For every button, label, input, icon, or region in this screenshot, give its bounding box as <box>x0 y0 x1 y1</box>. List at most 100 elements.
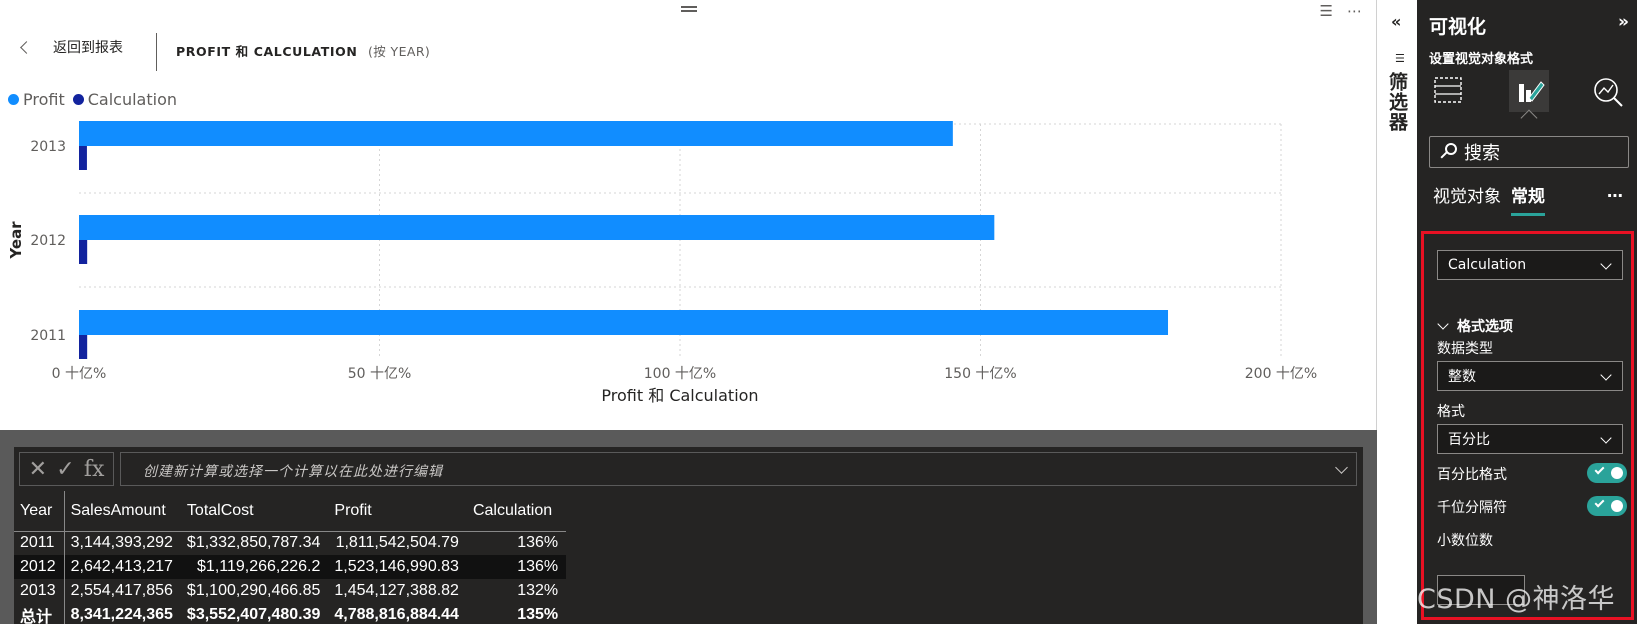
legend-item-calculation[interactable]: Calculation <box>72 90 177 109</box>
bar-chart: 0 十亿% 50 十亿% 100 十亿% 150 十亿% 200 十亿% 2013 2012… <box>7 121 1317 405</box>
format-visual-tab[interactable] <box>1509 70 1549 112</box>
table-cell: 2012 <box>14 555 65 579</box>
commit-formula-icon[interactable]: ✓ <box>56 456 75 482</box>
analytics-tab[interactable] <box>1589 70 1629 112</box>
column-header[interactable]: TotalCost <box>180 491 329 532</box>
back-to-report-button[interactable]: 返回到报表 <box>20 37 123 57</box>
search-input[interactable]: 搜索 <box>1429 136 1629 168</box>
legend-dot-calculation <box>72 94 84 105</box>
table-cell: 8,341,224,365 <box>70 606 173 623</box>
table-total-row[interactable]: 总计 8,341,224,365 $3,552,407,480.39 4,788… <box>14 603 566 624</box>
table-row[interactable]: 2011 3,144,393,292 $1,332,850,787.34 1,8… <box>14 531 566 555</box>
table-cell: $1,332,850,787.34 <box>186 534 321 552</box>
decimal-places-input[interactable] <box>1437 575 1525 605</box>
format-label: 格式 <box>1437 404 1465 420</box>
table-cell: 2,554,417,856 <box>70 582 173 599</box>
table-cell: 2,642,413,217 <box>64 555 181 579</box>
column-header[interactable]: SalesAmount <box>64 491 181 532</box>
field-dropdown[interactable]: Calculation <box>1437 250 1623 280</box>
bar-calculation[interactable] <box>79 335 88 359</box>
x-axis-title: Profit 和 Calculation <box>601 386 758 405</box>
bar-calculation[interactable] <box>79 240 88 264</box>
format-tabs: 视觉对象 常规 <box>1433 182 1545 216</box>
toggle-knob <box>1611 500 1623 512</box>
formula-placeholder: 创建新计算或选择一个计算以在此处进行编辑 <box>143 464 443 480</box>
watermark: CSDN @神洛华 <box>1417 584 1616 615</box>
search-icon <box>1440 143 1458 161</box>
legend-dot-profit <box>8 94 19 105</box>
table-cell: 4,788,816,884.44 <box>334 606 459 623</box>
legend-label-profit: Profit <box>23 90 65 109</box>
formula-bar[interactable]: 创建新计算或选择一个计算以在此处进行编辑 <box>120 452 1357 486</box>
thousands-separator-toggle[interactable] <box>1587 496 1627 516</box>
filter-lines-icon[interactable]: ☰ <box>1395 52 1405 65</box>
data-view-panel: ✕ ✓ fx 创建新计算或选择一个计算以在此处进行编辑 Year SalesAm… <box>0 430 1377 624</box>
filter-icon[interactable]: ☰ <box>1319 2 1333 20</box>
legend-item-profit[interactable]: Profit <box>8 90 65 109</box>
table-cell: 1,523,146,990.83 <box>328 555 467 579</box>
table-cell: 1,811,542,504.79 <box>335 534 459 552</box>
pane-icon-tabs <box>1429 70 1629 127</box>
divider <box>156 33 157 71</box>
fx-icon[interactable]: fx <box>83 456 105 482</box>
tab-visual[interactable]: 视觉对象 <box>1433 187 1501 207</box>
drag-handle-icon[interactable] <box>681 6 697 14</box>
bar-calculation[interactable] <box>79 146 87 170</box>
pane-title: 可视化 <box>1429 16 1487 38</box>
chevron-left-icon <box>20 40 33 54</box>
data-type-dropdown[interactable]: 整数 <box>1437 361 1623 391</box>
format-options-section[interactable]: 格式选项 <box>1437 316 1513 336</box>
legend-label-calculation: Calculation <box>87 90 177 109</box>
visual-title: PROFIT 和 CALCULATION <box>176 44 358 59</box>
decimal-places-label: 小数位数 <box>1437 533 1493 549</box>
more-options-icon[interactable]: ⋯ <box>1607 186 1623 205</box>
format-dropdown[interactable]: 百分比 <box>1437 424 1623 454</box>
table-cell: 1,454,127,388.82 <box>334 582 459 599</box>
back-to-report-label: 返回到报表 <box>53 40 123 56</box>
x-tick-label: 100 十亿% <box>644 366 716 382</box>
y-tick-label: 2013 <box>30 139 66 155</box>
expand-formula-icon[interactable] <box>1335 461 1348 474</box>
table-cell: 136% <box>466 555 567 579</box>
toggle-knob <box>1611 467 1623 479</box>
section-title: 格式选项 <box>1457 319 1513 335</box>
x-tick-label: 0 十亿% <box>52 366 107 382</box>
x-tick-label: 200 十亿% <box>1245 366 1317 382</box>
field-dropdown-value: Calculation <box>1448 257 1527 273</box>
fields-grid-icon <box>1434 77 1462 103</box>
column-header[interactable]: Calculation <box>466 491 567 532</box>
y-axis-title: Year <box>7 221 25 260</box>
report-canvas: ☰ ⋯ 返回到报表 PROFIT 和 CALCULATION (按 YEAR) … <box>7 0 1377 430</box>
expand-pane-icon[interactable]: » <box>1618 12 1629 32</box>
data-type-label: 数据类型 <box>1437 341 1493 357</box>
bar-profit[interactable] <box>79 310 1169 335</box>
tab-general[interactable]: 常规 <box>1511 182 1545 216</box>
table-cell: 2013 <box>14 579 65 603</box>
data-view-inner: ✕ ✓ fx 创建新计算或选择一个计算以在此处进行编辑 Year SalesAm… <box>14 447 1363 624</box>
cancel-formula-icon[interactable]: ✕ <box>28 456 48 482</box>
table-row[interactable]: 2013 2,554,417,856 $1,100,290,466.85 1,4… <box>14 579 566 603</box>
collapse-double-chevron-icon[interactable]: « <box>1391 12 1402 31</box>
build-visual-tab[interactable] <box>1429 70 1469 112</box>
active-tab-pointer <box>1520 109 1538 127</box>
visual-header: ☰ ⋯ <box>1320 2 1362 20</box>
thousands-separator-label: 千位分隔符 <box>1437 500 1507 516</box>
table-header-row: Year SalesAmount TotalCost Profit Calcul… <box>14 491 567 532</box>
filters-pane-collapsed: « ☰ 筛选器 <box>1378 0 1417 624</box>
table-cell: 2011 <box>14 531 65 555</box>
percent-format-toggle[interactable] <box>1587 463 1627 483</box>
bar-profit[interactable] <box>79 215 995 240</box>
bar-profit[interactable] <box>79 121 953 146</box>
data-type-value: 整数 <box>1448 369 1476 385</box>
table-row[interactable]: 2012 2,642,413,217 $1,119,266,226.2 1,52… <box>14 555 567 579</box>
column-header[interactable]: Profit <box>328 491 467 532</box>
table-cell: $1,119,266,226.2 <box>180 555 329 579</box>
table-cell: 总计 <box>14 603 65 624</box>
data-table: Year SalesAmount TotalCost Profit Calcul… <box>14 491 567 624</box>
format-value: 百分比 <box>1448 432 1490 448</box>
more-options-icon[interactable]: ⋯ <box>1347 2 1362 20</box>
column-header[interactable]: Year <box>14 491 65 532</box>
pane-subtitle: 设置视觉对象格式 <box>1429 52 1534 67</box>
filters-label[interactable]: 筛选器 <box>1386 72 1408 132</box>
highlight-box <box>1421 231 1634 620</box>
